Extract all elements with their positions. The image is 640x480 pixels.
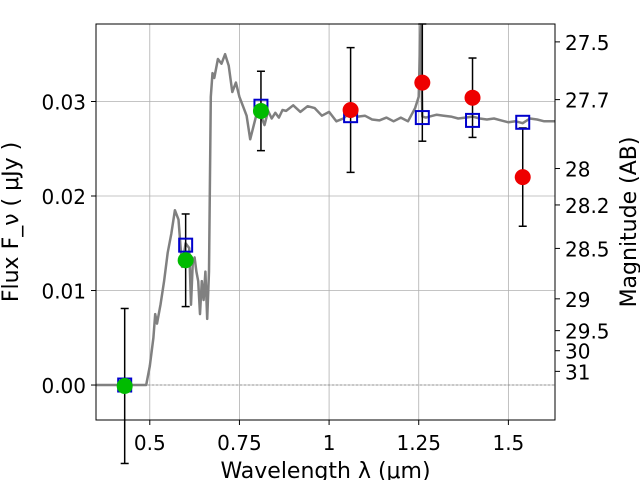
plot-area: [96, 23, 555, 465]
x-tick-label: 0.5: [134, 431, 166, 455]
y-right-tick-label: 28.2: [565, 194, 610, 218]
y-right-tick-label: 29.5: [565, 320, 610, 344]
y-right-tick-label: 31: [565, 360, 590, 384]
x-axis-label: Wavelength λ (μm): [220, 459, 430, 480]
model-square: [414, 110, 430, 126]
x-tick-label: 1.25: [396, 431, 441, 455]
model-square: [465, 112, 481, 128]
y-right-axis-label: Magnitude (AB): [617, 137, 640, 308]
green-point: [252, 102, 269, 119]
y-tick-label: 0.01: [41, 280, 86, 304]
model-square: [178, 237, 194, 253]
model-square: [515, 114, 531, 130]
x-tick-label: 1: [323, 431, 336, 455]
y-right-tick-label: 28: [565, 158, 590, 182]
y-axis-label: Flux F_ν ( μJy ): [0, 142, 24, 302]
axes-frame: [95, 23, 556, 421]
red-point: [514, 169, 531, 186]
y-right-tick-label: 28.5: [565, 237, 610, 261]
green-point: [116, 377, 133, 394]
tick-labels: 0.5 0.75 1 1.25 1.5 0.00 0.01 0.02 0.03 27.5 27.7 2…: [41, 31, 609, 455]
y-tick-label: 0.03: [41, 90, 86, 114]
y-right-tick-label: 29: [565, 288, 590, 312]
y-right-tick-label: 27.7: [565, 89, 610, 113]
red-point: [342, 102, 359, 119]
red-point: [464, 89, 481, 106]
spectrum-line: [96, 24, 555, 387]
x-tick-label: 1.5: [492, 431, 524, 455]
red-point: [414, 74, 431, 91]
grid: [96, 24, 555, 420]
green-point: [177, 252, 194, 269]
y-right-tick-label: 30: [565, 340, 590, 364]
y-tick-label: 0.02: [41, 185, 86, 209]
y-right-tick-label: 27.5: [565, 31, 610, 55]
x-tick-label: 0.75: [217, 431, 262, 455]
y-tick-label: 0.00: [41, 374, 86, 398]
